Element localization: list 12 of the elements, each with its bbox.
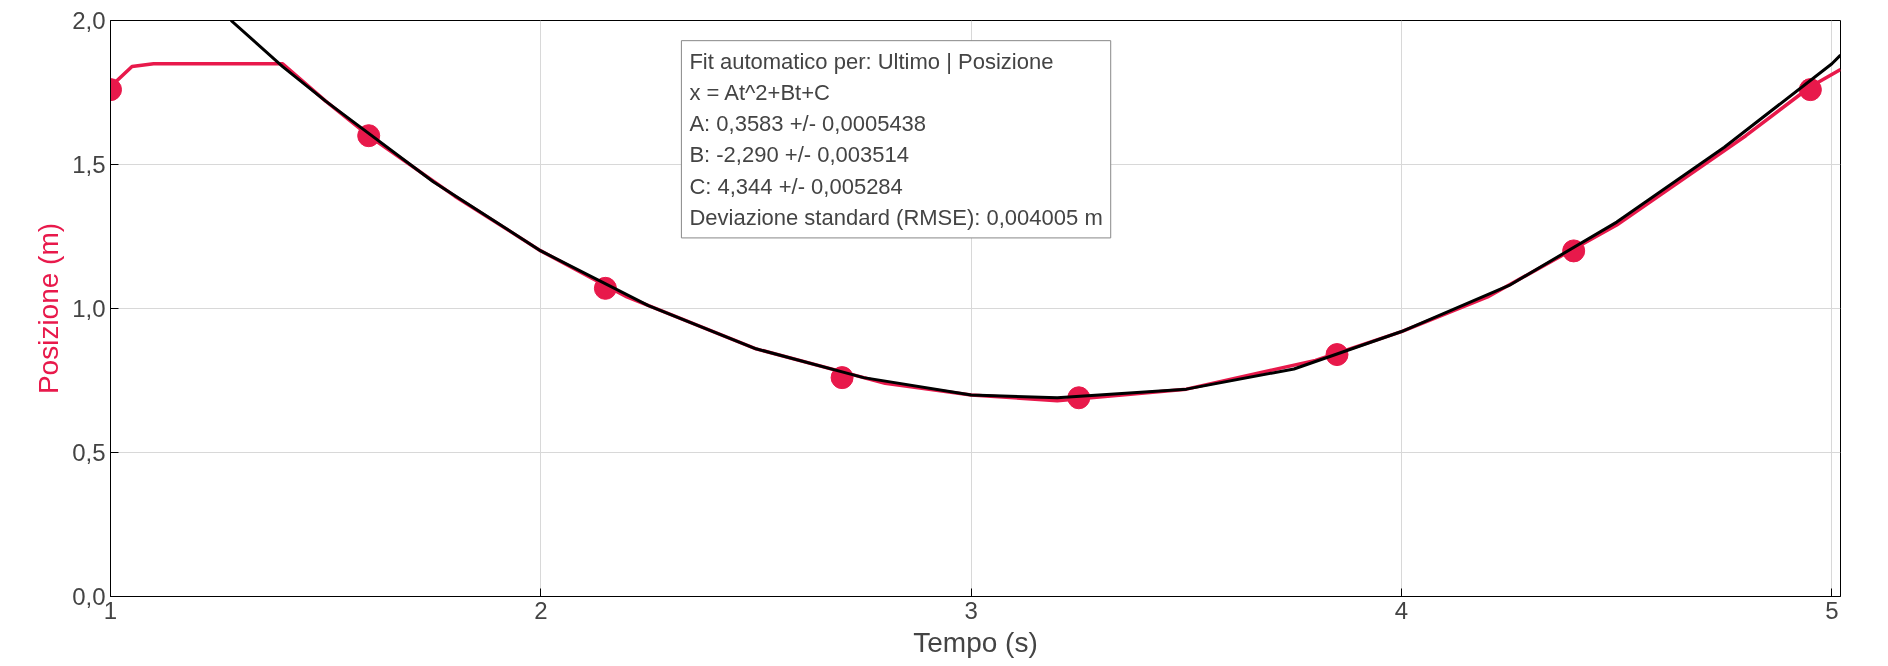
y-tick-label: 0,0 — [72, 583, 106, 610]
x-tick-label: 5 — [1825, 596, 1839, 624]
x-axis-title: Tempo (s) — [913, 626, 1038, 658]
y-tick-label: 1,0 — [72, 295, 106, 322]
y-tick-label: 1,5 — [72, 151, 106, 178]
y-tick-label: 2,0 — [72, 7, 106, 34]
annotation: Fit automatico per: Ultimo | Posizione x = At^2+Bt+C A: 0,3583 +/- 0,0005438 B: -2,290 +/- 0,003514 C: 4,344 +/- 0,005284 Deviazione standard (RMSE): 0,004005 m — [689, 48, 1103, 230]
x-tick-label: 2 — [534, 596, 548, 624]
x-tick-label: 3 — [964, 596, 978, 624]
x-tick-label: 4 — [1394, 596, 1409, 624]
y-tick-label: 0,5 — [72, 439, 106, 466]
y-axis-title: Posizione (m) — [33, 222, 65, 395]
